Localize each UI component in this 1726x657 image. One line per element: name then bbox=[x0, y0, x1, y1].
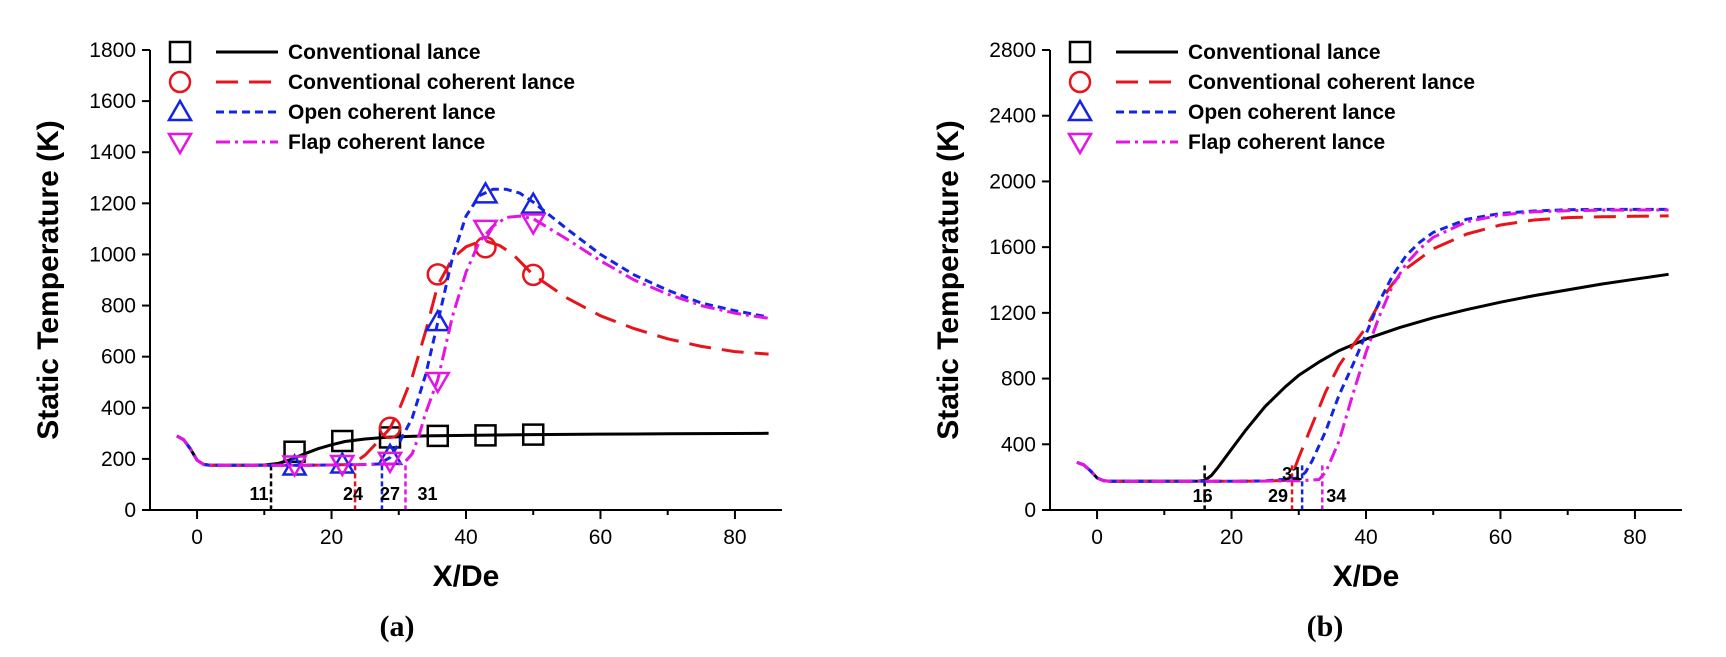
data-point-flap-coherent-lance-a bbox=[329, 454, 356, 478]
data-point-conventional-lance-a bbox=[426, 424, 450, 448]
legend-label-flap-coherent-lance-b: Flap coherent lance bbox=[1188, 131, 1385, 154]
data-point-conventional-lance-a bbox=[521, 423, 545, 446]
y-tick-label-a: 600 bbox=[101, 346, 136, 369]
split-marker-label-b: 29 bbox=[1268, 486, 1288, 506]
y-tick-label-a: 800 bbox=[101, 295, 136, 318]
y-tick-label-b: 800 bbox=[1001, 368, 1036, 391]
legend-marker-conventional-coherent-lance-b bbox=[1068, 70, 1092, 94]
legend-marker-open-coherent-lance-b bbox=[1066, 98, 1094, 122]
x-tick-label-a: 40 bbox=[454, 526, 477, 549]
panel-label-b: (b) bbox=[1307, 610, 1344, 643]
data-point-flap-coherent-lance-a bbox=[424, 371, 451, 395]
series-line-open-coherent-lance-a bbox=[176, 187, 769, 467]
x-tick-label-a: 60 bbox=[589, 526, 612, 549]
split-marker-label-a: 24 bbox=[343, 484, 363, 504]
series-line-conventional-coherent-lance-b bbox=[1076, 214, 1669, 483]
split-marker-label-a: 11 bbox=[250, 484, 269, 504]
x-tick-label-b: 60 bbox=[1489, 526, 1512, 549]
x-tick-label-b: 20 bbox=[1220, 526, 1243, 549]
legend-label-flap-coherent-lance-a: Flap coherent lance bbox=[288, 131, 485, 154]
y-tick-label-b: 2000 bbox=[989, 170, 1036, 193]
legend-marker-conventional-coherent-lance-a bbox=[168, 70, 192, 94]
chart-panel-a: 11 24 27 31 0 20 40 60 800200400600800100012001… bbox=[32, 39, 782, 643]
legend-label-open-coherent-lance-a: Open coherent lance bbox=[288, 101, 496, 124]
data-point-flap-coherent-lance-a bbox=[472, 219, 499, 243]
data-point-flap-coherent-lance-a bbox=[520, 213, 547, 236]
split-marker-label-b: 34 bbox=[1326, 486, 1346, 506]
legend-a: Conventional lance Conventional coherent … bbox=[166, 40, 575, 156]
data-point-conventional-coherent-lance-a bbox=[378, 416, 402, 439]
data-point-conventional-coherent-lance-a bbox=[521, 263, 545, 287]
series-line-flap-coherent-lance-b bbox=[1076, 208, 1669, 483]
x-tick-label-b: 0 bbox=[1091, 526, 1103, 549]
split-marker-label-b: 16 bbox=[1193, 486, 1213, 506]
data-point-flap-coherent-lance-a bbox=[281, 455, 308, 479]
x-tick-label-a: 20 bbox=[320, 526, 343, 549]
series-line-open-coherent-lance-b bbox=[1076, 207, 1669, 483]
data-point-open-coherent-lance-a bbox=[472, 180, 499, 204]
x-tick-label-b: 80 bbox=[1623, 526, 1646, 549]
legend-marker-conventional-lance-a bbox=[168, 40, 192, 64]
series-line-flap-coherent-lance-a bbox=[176, 214, 769, 467]
legend-label-conventional-lance-b: Conventional lance bbox=[1188, 41, 1381, 64]
ticks-a: 0 20 40 60 800200400600800100012001400160018… bbox=[89, 39, 746, 549]
split-marker-label-a: 31 bbox=[417, 484, 437, 504]
split-marker-label-b: 31 bbox=[1282, 464, 1302, 484]
y-tick-label-a: 400 bbox=[101, 397, 136, 420]
legend-marker-flap-coherent-lance-b bbox=[1066, 132, 1094, 156]
legend-b: Conventional lance Conventional coherent … bbox=[1066, 40, 1475, 156]
x-axis-title-a: X/De bbox=[433, 560, 500, 593]
legend-marker-conventional-lance-b bbox=[1068, 40, 1092, 64]
legend-label-open-coherent-lance-b: Open coherent lance bbox=[1188, 101, 1396, 124]
x-tick-label-b: 40 bbox=[1354, 526, 1377, 549]
y-tick-label-b: 1200 bbox=[989, 302, 1036, 325]
data-point-open-coherent-lance-a bbox=[424, 308, 451, 332]
legend-label-conventional-lance-a: Conventional lance bbox=[288, 41, 481, 64]
data-point-conventional-lance-a bbox=[331, 429, 354, 453]
y-tick-label-a: 1400 bbox=[89, 141, 136, 164]
panel-label-a: (a) bbox=[380, 610, 415, 643]
data-point-conventional-lance-a bbox=[283, 440, 306, 463]
series-line-conventional-lance-b bbox=[1076, 272, 1669, 483]
y-tick-label-a: 1000 bbox=[89, 243, 136, 266]
legend-label-conventional-coherent-lance-a: Conventional coherent lance bbox=[288, 71, 575, 94]
y-tick-label-b: 0 bbox=[1024, 499, 1036, 522]
y-tick-label-a: 1200 bbox=[89, 192, 136, 215]
y-axis-title-a: Static Temperature (K) bbox=[32, 120, 65, 440]
y-tick-label-a: 0 bbox=[124, 499, 136, 522]
legend-marker-flap-coherent-lance-a bbox=[166, 132, 194, 156]
legend-marker-open-coherent-lance-a bbox=[166, 98, 194, 122]
y-tick-label-a: 1600 bbox=[89, 90, 136, 113]
plot-content-a: 11 24 27 31 bbox=[176, 180, 769, 510]
data-point-open-coherent-lance-a bbox=[520, 191, 547, 214]
split-marker-label-a: 27 bbox=[380, 484, 400, 504]
y-tick-label-b: 2400 bbox=[989, 105, 1036, 128]
x-tick-label-a: 0 bbox=[191, 526, 203, 549]
x-tick-label-a: 80 bbox=[723, 526, 746, 549]
y-tick-label-b: 400 bbox=[1001, 433, 1036, 456]
legend-label-conventional-coherent-lance-b: Conventional coherent lance bbox=[1188, 71, 1475, 94]
series-line-conventional-coherent-lance-a bbox=[176, 239, 769, 467]
y-axis-title-b: Static Temperature (K) bbox=[932, 120, 965, 440]
data-point-flap-coherent-lance-a bbox=[376, 451, 404, 475]
y-tick-label-a: 1800 bbox=[89, 39, 136, 62]
y-tick-label-b: 1600 bbox=[989, 236, 1036, 259]
y-tick-label-a: 200 bbox=[101, 448, 136, 471]
x-axis-title-b: X/De bbox=[1333, 560, 1400, 593]
y-tick-label-b: 2800 bbox=[989, 39, 1036, 62]
data-point-conventional-lance-a bbox=[474, 424, 497, 447]
series-line-conventional-lance-a bbox=[176, 431, 769, 467]
